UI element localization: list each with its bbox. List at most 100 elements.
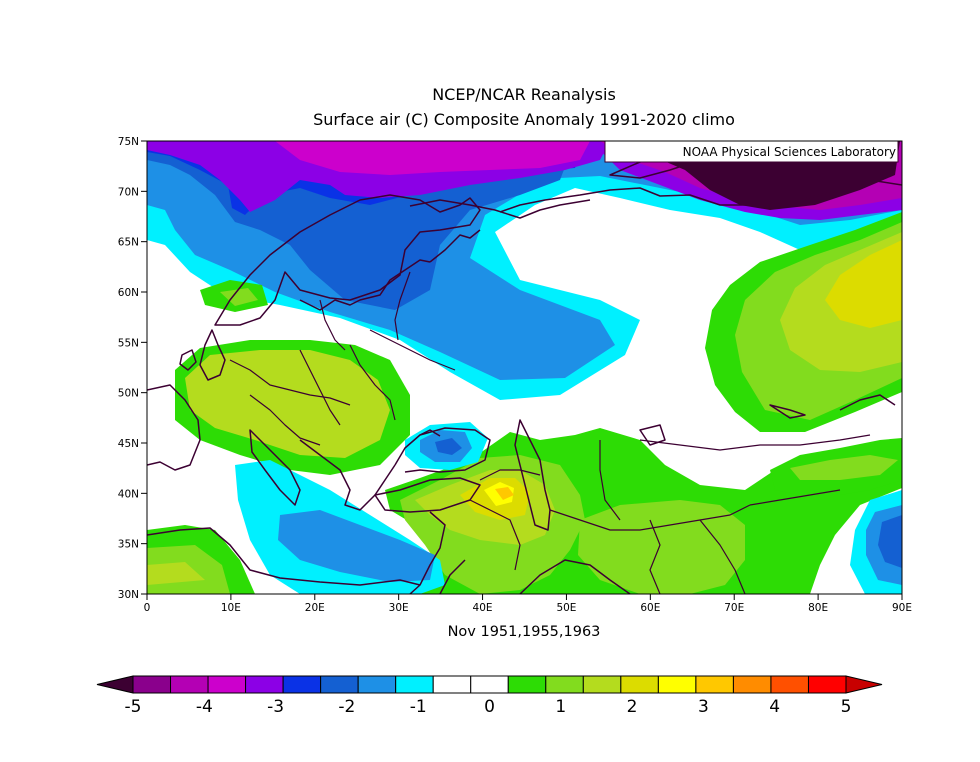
colorbar-swatch [395,675,434,694]
figure-subtitle: Surface air (C) Composite Anomaly 1991-2… [313,110,735,129]
lat-tick-label: 70N [118,186,139,198]
latitude-axis: 30N 35N 40N 45N 50N 55N 60N 65N 70N 75N [118,136,147,601]
colorbar-label: 4 [769,697,780,717]
coastline-balkhash [769,404,806,419]
coastline-white-sea [429,229,481,263]
anomaly-region-south-pos6 [495,487,514,500]
borders [229,271,871,594]
anomaly-region-med-neg2 [278,510,435,582]
colorbar-swatch [545,675,584,694]
colorbar-swatch [282,675,322,694]
colorbar-swatch [132,675,172,694]
coastline-red-sea [439,559,466,594]
anomaly-region-east-pos4 [825,240,902,328]
anomaly-region-norway-pos2 [220,288,258,306]
lon-tick-label: 40E [473,602,493,614]
coastline-europe-west [147,384,201,471]
lat-tick-label: 55N [118,337,139,349]
colorbar-label: 0 [484,697,495,717]
border-segment [649,519,661,594]
border-segment [749,489,841,506]
lat-tick-label: 60N [118,287,139,299]
lon-tick-label: 50E [556,602,576,614]
lat-tick-label: 45N [118,438,139,450]
colorbar-swatch [657,675,697,694]
coastline-balkans [299,439,396,511]
lon-tick-label: 90E [892,602,912,614]
border-segment [639,434,871,451]
colorbar-label: 3 [698,697,709,717]
anomaly-region-south-pos2b [578,500,745,594]
anomaly-region-tibet-neg3 [878,515,902,568]
border-segment [699,519,746,594]
lon-tick-label: 60E [640,602,660,614]
coastline-caspian [514,419,551,531]
border-segment [229,359,351,406]
coastline-ireland [179,349,197,371]
lon-tick-label: 80E [808,602,828,614]
colorbar-swatch [470,675,509,694]
coastline-anatolia [374,477,481,513]
border-segment [479,469,541,481]
colorbar-swatch [695,675,734,694]
figure-title: NCEP/NCAR Reanalysis [432,85,616,104]
coastline-scandinavia [214,194,481,326]
coastline-baikal-region [839,394,896,411]
period-label: Nov 1951,1955,1963 [448,624,601,640]
map-frame [146,140,903,595]
colorbar-swatch [807,675,847,694]
coastline-crimea [419,429,441,437]
lat-tick-label: 40N [118,488,139,500]
coastline-britain [199,329,226,381]
colorbar-label: 5 [841,697,852,717]
anomaly-region-africa-pos3 [147,562,205,585]
coastline-africa-north [147,527,421,586]
colorbar-swatch [245,675,284,694]
border-segment [394,271,411,341]
colorbar-swatch [357,675,397,694]
border-segment [319,299,346,351]
lat-tick-label: 35N [118,539,139,551]
colorbar-label: -4 [196,697,213,717]
credit-box [604,141,899,163]
anomaly-region-tibet-pos2 [790,455,898,480]
lon-tick-label: 20E [305,602,325,614]
colorbar-swatch [207,675,247,694]
colorbar-label: 2 [627,697,638,717]
colorbar-swatch [732,675,772,694]
colorbar-swatch [582,675,622,694]
colorbar-label: -5 [125,697,142,717]
longitude-axis: 0 10E 20E 30E 40E 50E 60E 70E 80E 90E [144,594,912,614]
lat-tick-label: 75N [118,136,139,148]
lat-tick-label: 30N [118,589,139,601]
border-segment [249,394,321,446]
colorbar: -5 -4 -3 -2 -1 0 1 2 3 4 5 [96,675,883,717]
colorbar-arrow-low [96,675,134,694]
anomaly-region-europe-pos2 [185,350,390,458]
border-segment [349,344,396,421]
map-panel: NOAA Physical Sciences Laboratory [147,141,902,594]
lon-tick-label: 10E [221,602,241,614]
anomaly-region-neg6 [275,141,590,175]
colorbar-arrow-high [845,675,883,694]
border-segment [299,349,341,426]
border-segment [469,499,521,571]
border-segment [599,440,621,521]
colorbar-swatch [770,675,809,694]
lon-tick-label: 30E [389,602,409,614]
coastline-aral [639,424,666,446]
credit-label: NOAA Physical Sciences Laboratory [683,145,896,159]
coastline-black-sea [394,427,491,473]
border-segment [549,504,751,531]
lon-tick-label: 0 [144,602,151,614]
coastline-italy [249,429,301,506]
colorbar-swatch [507,675,547,694]
colorbar-label: 1 [555,697,566,717]
lat-tick-label: 50N [118,388,139,400]
coastline-baltic [299,259,431,311]
colorbar-swatch [620,675,659,694]
coastline-kola [409,199,591,219]
coastline-arctic [499,179,902,213]
